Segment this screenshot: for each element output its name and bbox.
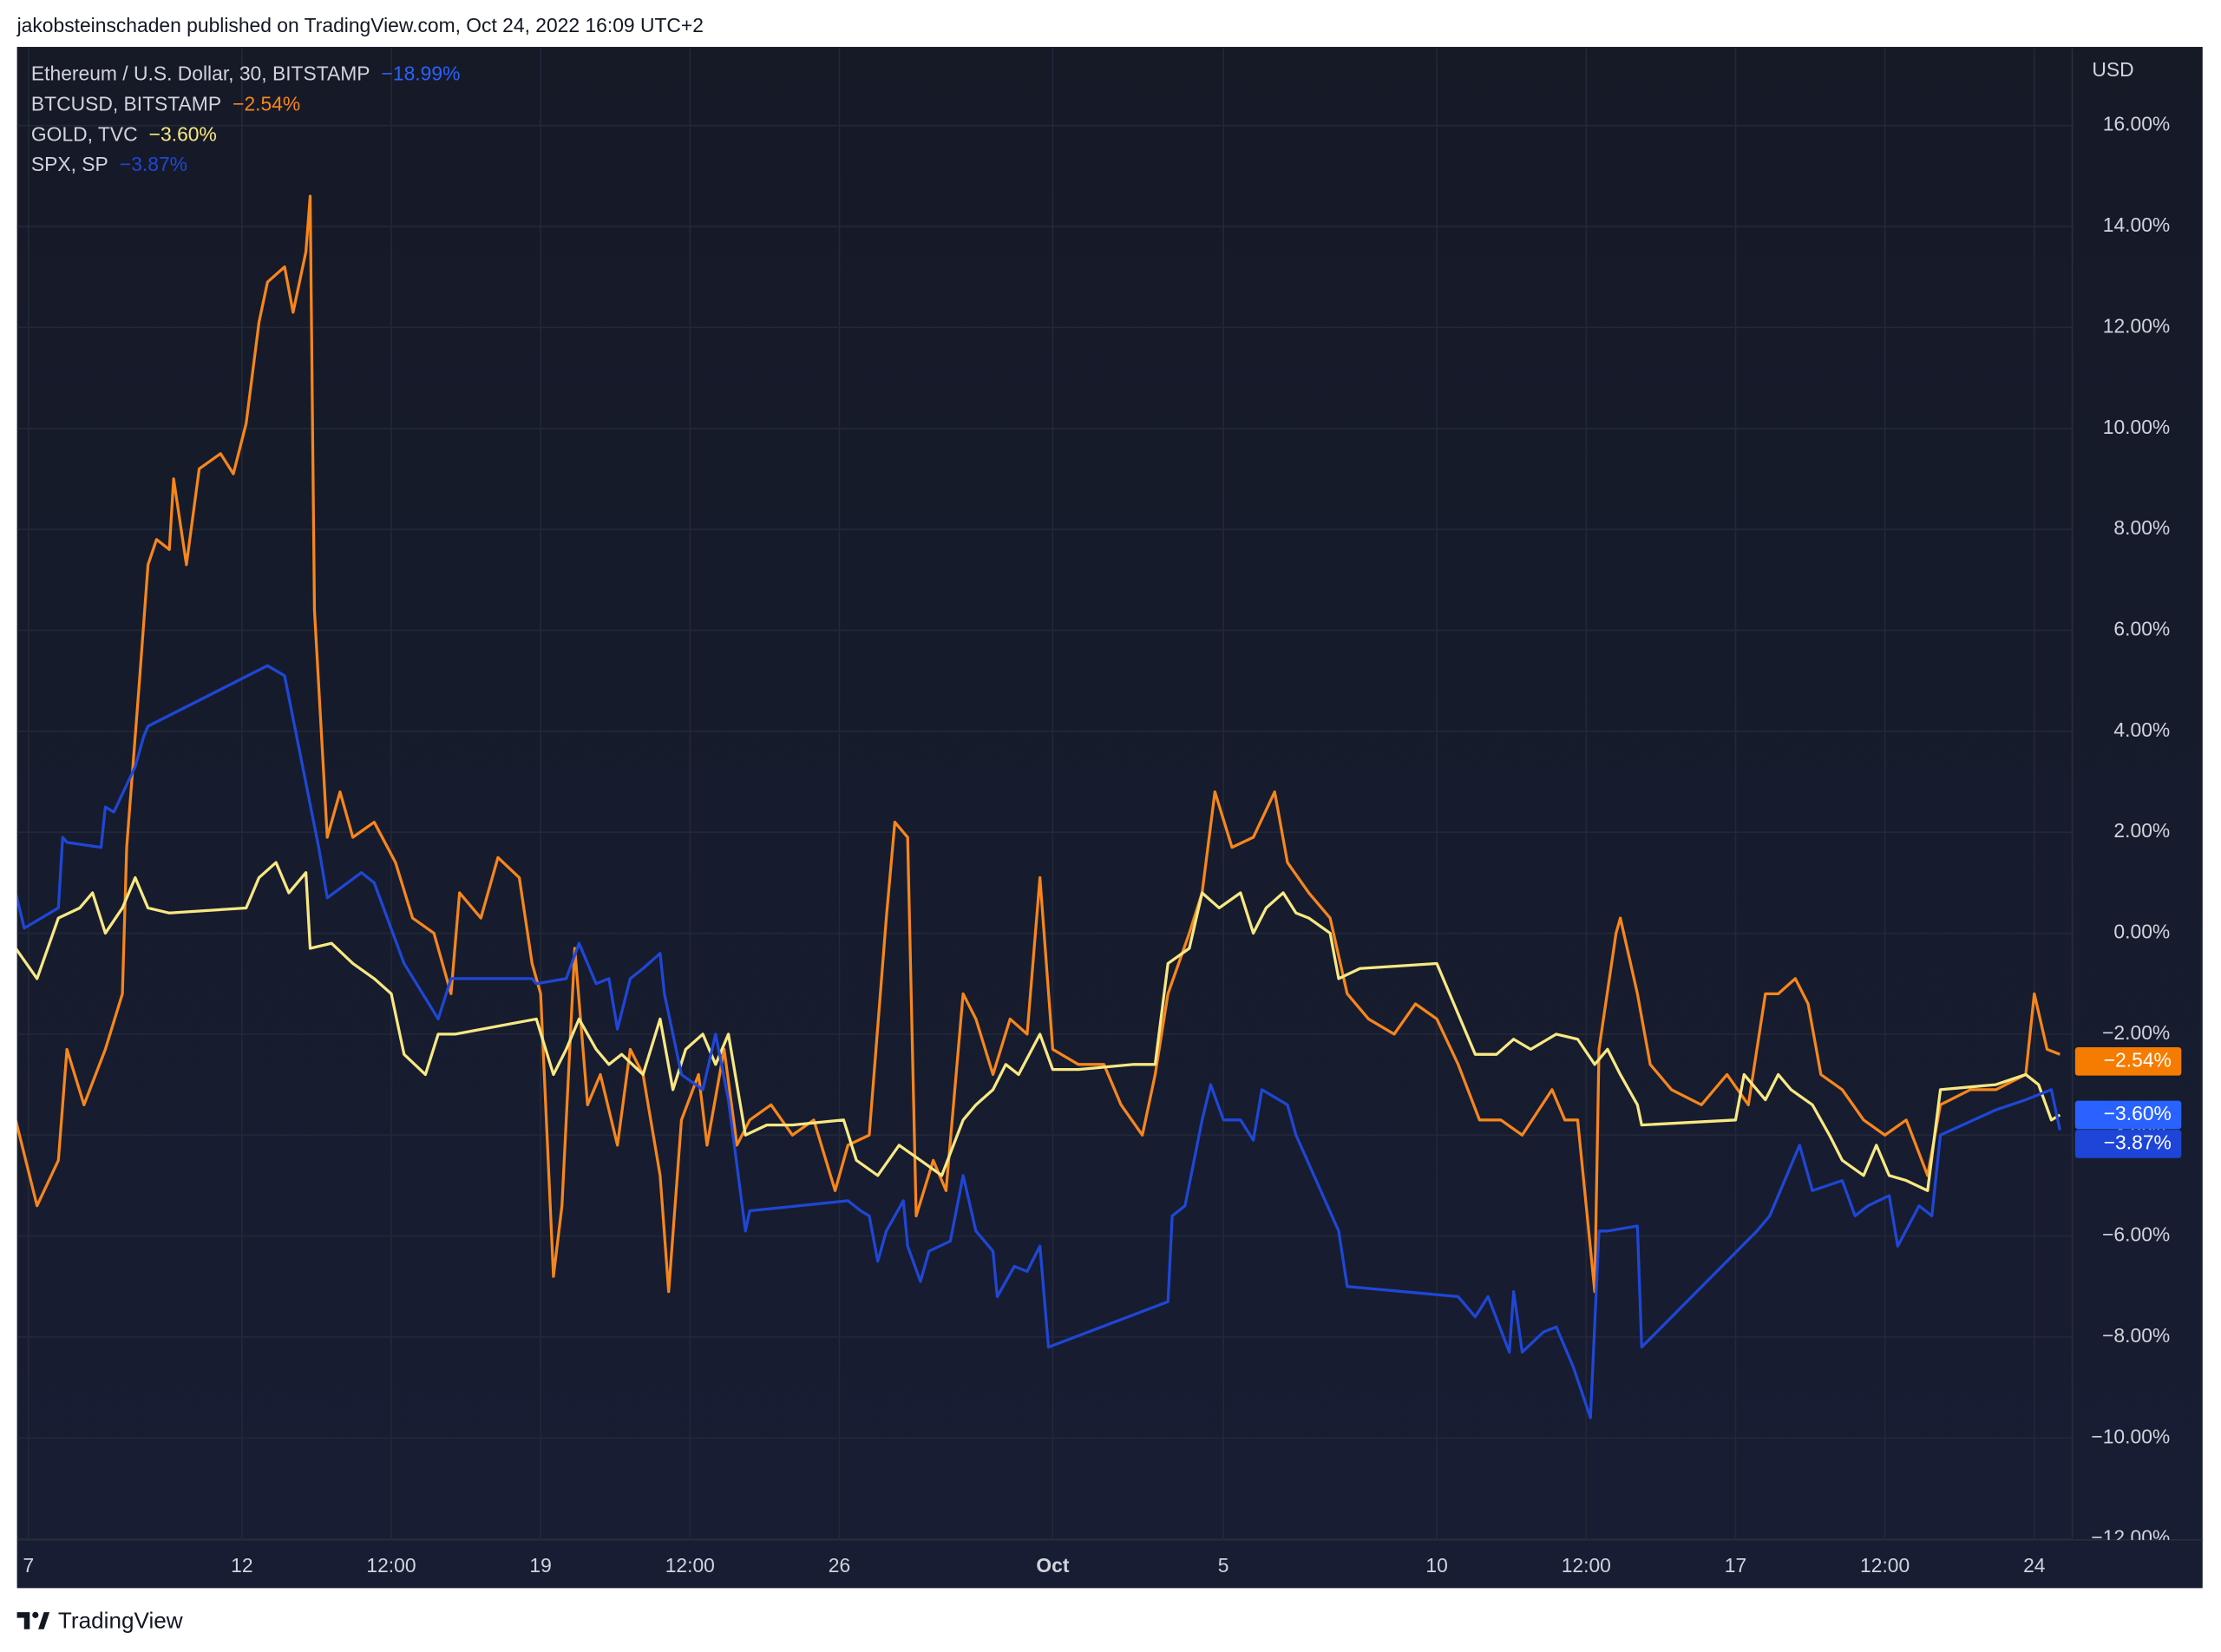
- legend-name: GOLD, TVC: [31, 122, 138, 145]
- grid: [16, 48, 2073, 1540]
- x-tick-label: 17: [1725, 1554, 1746, 1577]
- legend-change: −3.87%: [120, 153, 187, 175]
- legend-name: SPX, SP: [31, 153, 108, 175]
- legend: Ethereum / U.S. Dollar, 30, BITSTAMP −18.…: [31, 62, 460, 175]
- y-tick-label: −6.00%: [2102, 1223, 2170, 1246]
- plot-lines: [16, 194, 2061, 1419]
- series-line: [16, 194, 2060, 1294]
- logo-mark: [16, 1612, 30, 1629]
- y-tick-label: −8.00%: [2102, 1324, 2170, 1347]
- publisher-line: jakobsteinschaden published on TradingVi…: [16, 14, 704, 36]
- price-label-box: [2074, 1130, 2182, 1158]
- x-tick-label: 26: [829, 1554, 850, 1577]
- legend-change: −2.54%: [233, 93, 300, 115]
- y-tick-label: 10.00%: [2103, 416, 2170, 438]
- price-label: −3.87%: [2104, 1131, 2172, 1153]
- logo-mark: [38, 1612, 50, 1629]
- footer-brand: TradingView: [58, 1607, 183, 1633]
- y-tick-label: 6.00%: [2113, 618, 2170, 640]
- x-tick-label: 19: [529, 1554, 551, 1577]
- x-tick-label: 12: [231, 1554, 252, 1577]
- x-tick-label: 5: [1218, 1554, 1229, 1577]
- legend-change: −18.99%: [382, 62, 461, 85]
- x-tick-label: 10: [1425, 1554, 1447, 1577]
- y-tick-label: 4.00%: [2113, 718, 2170, 741]
- legend-name: BTCUSD, BITSTAMP: [31, 93, 221, 115]
- y-tick-label: 14.00%: [2103, 213, 2170, 236]
- price-labels: −2.54% −3.60% −3.87%: [2074, 1046, 2182, 1158]
- series-line: [16, 664, 2061, 1419]
- y-tick-label: 0.00%: [2113, 921, 2170, 943]
- y-tick-label: 12.00%: [2103, 314, 2170, 337]
- logo-mark: [32, 1611, 39, 1618]
- x-tick-label: 24: [2023, 1554, 2046, 1577]
- tradingview-logo: [16, 1611, 50, 1629]
- price-label: −3.60%: [2104, 1102, 2172, 1124]
- price-label-box: [2074, 1100, 2182, 1130]
- legend-change: −3.60%: [149, 122, 217, 145]
- y-tick-label: −12.00%: [2091, 1526, 2170, 1549]
- y-tick-label: 16.00%: [2103, 113, 2170, 135]
- x-tick-label: 12:00: [1860, 1554, 1910, 1577]
- price-label: −2.54%: [2104, 1048, 2172, 1071]
- x-tick-label: 12:00: [665, 1554, 715, 1577]
- x-tick-label: 7: [23, 1554, 35, 1577]
- y-tick-label: −10.00%: [2091, 1425, 2170, 1447]
- series-line: [16, 861, 2061, 1192]
- currency-label: USD: [2092, 58, 2133, 81]
- x-tick-label: Oct: [1036, 1554, 1069, 1577]
- y-tick-label: 8.00%: [2113, 516, 2170, 539]
- time-axis: 7 12 12:00 19 12:00 26 Oct 5 10 12:00 17 12:00 24: [23, 1554, 2046, 1577]
- legend-name: Ethereum / U.S. Dollar, 30, BITSTAMP: [31, 62, 370, 85]
- y-tick-label: −2.00%: [2102, 1021, 2170, 1044]
- price-label-box: [2074, 1046, 2182, 1076]
- x-tick-label: 12:00: [1562, 1554, 1611, 1577]
- chart-panel: [16, 47, 2203, 1589]
- x-tick-label: 12:00: [366, 1554, 416, 1577]
- y-tick-label: 2.00%: [2113, 819, 2170, 842]
